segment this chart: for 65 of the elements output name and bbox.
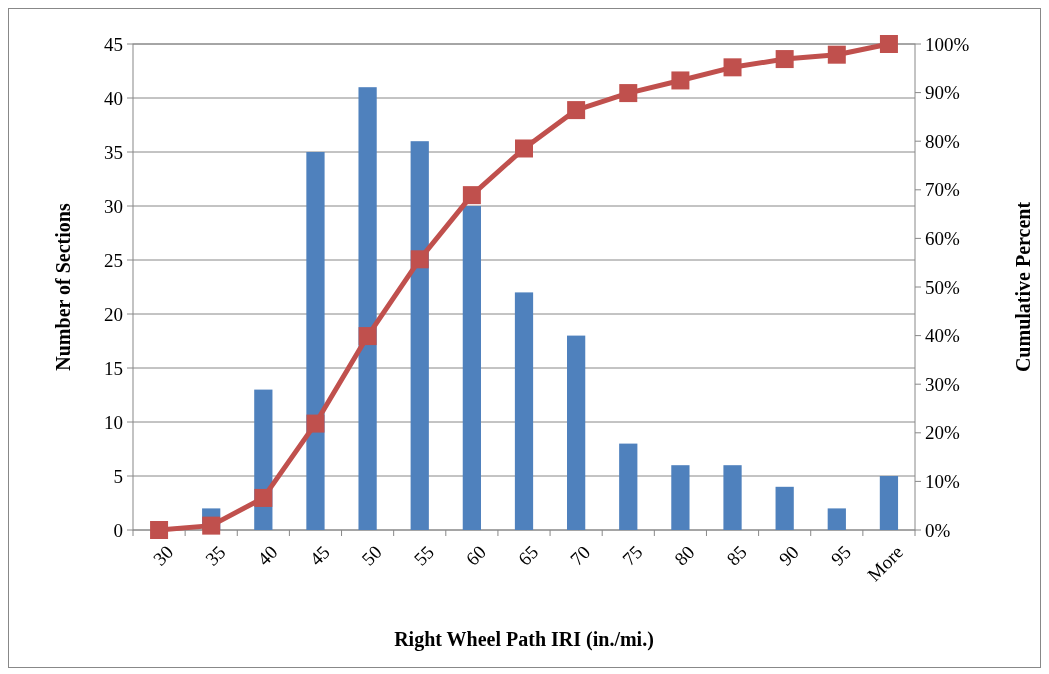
bar: [462, 206, 481, 530]
y2-tick-label: 50%: [925, 276, 960, 298]
x-tick-label: 60: [461, 541, 491, 570]
x-tick-label: 45: [305, 541, 334, 570]
point: [254, 488, 273, 507]
x-tick-label: 55: [409, 541, 438, 570]
point: [410, 250, 429, 269]
x-tick-label: 75: [618, 541, 647, 570]
point: [515, 139, 533, 158]
x-tick-label: 85: [722, 541, 751, 570]
bar: [306, 152, 325, 530]
bar: [358, 87, 377, 530]
x-tick-label: 65: [513, 541, 543, 570]
y-tick-label: 30: [104, 195, 123, 217]
x-tick-label: 30: [149, 541, 178, 570]
y-tick-label: 10: [104, 411, 123, 433]
y-tick-label: 40: [104, 87, 123, 109]
x-tick-label: 50: [357, 541, 386, 570]
bar: [567, 335, 586, 530]
x-tick-label: 35: [201, 541, 230, 570]
y2-tick-label: 90%: [925, 82, 960, 104]
y-tick-label: 20: [104, 303, 123, 325]
point: [671, 71, 690, 90]
point: [827, 45, 846, 64]
point: [879, 35, 898, 53]
y-tick-label: 0: [113, 519, 123, 541]
y2-tick-label: 30%: [925, 373, 960, 395]
point: [462, 186, 481, 205]
bar: [879, 476, 899, 530]
bar: [671, 465, 690, 530]
point: [202, 516, 221, 535]
y-axis-title: Number of Sections: [52, 203, 74, 371]
y2-tick-label: 40%: [925, 325, 960, 347]
x-axis-title: Right Wheel Path IRI (in./mi.): [394, 628, 654, 651]
y2-tick-label: 20%: [925, 422, 960, 444]
y2-tick-label: 70%: [925, 179, 960, 201]
x-tick-label: 90: [774, 541, 803, 570]
y-tick-label: 5: [113, 465, 123, 487]
bar: [514, 292, 534, 530]
y2-tick-label: 80%: [925, 130, 960, 152]
point: [358, 327, 377, 346]
y-tick-label: 15: [104, 357, 123, 379]
y-tick-label: 25: [104, 249, 123, 271]
bar: [827, 508, 846, 530]
y-tick-label: 45: [104, 33, 123, 55]
bar: [775, 486, 794, 530]
y-tick-label: 35: [104, 141, 123, 163]
point: [723, 58, 742, 77]
y2-axis-title: Cumulative Percent: [1012, 201, 1034, 373]
x-tick-label: 40: [253, 541, 282, 570]
bar: [410, 141, 429, 530]
y2-tick-label: 10%: [925, 471, 960, 493]
x-tick-label: 95: [826, 541, 856, 570]
x-tick-label: 70: [566, 541, 595, 570]
point: [775, 50, 794, 69]
x-tick-label: 80: [670, 541, 699, 570]
point: [306, 414, 325, 433]
bar: [723, 465, 742, 530]
point: [567, 101, 586, 120]
y2-tick-label: 0%: [925, 519, 951, 541]
bar: [619, 443, 638, 530]
point: [150, 521, 169, 539]
point: [619, 84, 638, 103]
y2-tick-label: 60%: [925, 228, 960, 250]
y2-tick-label: 100%: [925, 33, 970, 55]
